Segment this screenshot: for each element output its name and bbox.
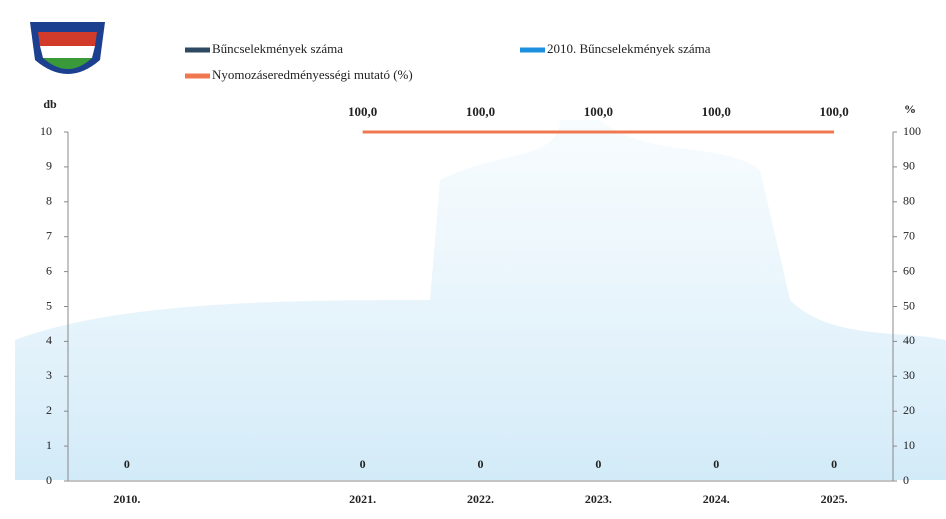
data-label: 0 — [713, 457, 719, 471]
x-tick-label: 2025. — [821, 492, 848, 506]
y2-tick-label: 100 — [903, 124, 921, 138]
x-tick-label: 2023. — [585, 492, 612, 506]
page: {"chart_data": {"type": "bar", "categori… — [0, 0, 946, 519]
y2-tick-label: 50 — [903, 298, 915, 312]
legend-label: Bűncselekmények száma — [212, 41, 343, 56]
data-label: 0 — [595, 457, 601, 471]
y-tick-label: 5 — [46, 298, 52, 312]
y-tick-label: 2 — [46, 403, 52, 417]
y2-axis-label: % — [904, 102, 916, 116]
data-label: 0 — [124, 457, 130, 471]
y-tick-label: 8 — [46, 194, 52, 208]
y-tick-label: 0 — [46, 473, 52, 487]
y-tick-label: 6 — [46, 263, 52, 277]
chart: db % 01234567891001020304050607080901002… — [0, 0, 946, 519]
data-label: 100,0 — [702, 104, 731, 119]
data-label: 0 — [478, 457, 484, 471]
legend-label: 2010. Bűncselekmények száma — [547, 41, 711, 56]
logo — [30, 22, 105, 74]
y-tick-label: 10 — [40, 124, 52, 138]
y2-tick-label: 30 — [903, 368, 915, 382]
x-tick-label: 2010. — [113, 492, 140, 506]
data-label: 100,0 — [348, 104, 377, 119]
y-axis-label: db — [43, 97, 57, 111]
y-tick-label: 9 — [46, 159, 52, 173]
y2-tick-label: 0 — [903, 473, 909, 487]
x-tick-label: 2021. — [349, 492, 376, 506]
y-tick-label: 1 — [46, 438, 52, 452]
data-label: 0 — [831, 457, 837, 471]
y-tick-label: 4 — [46, 333, 52, 347]
y-tick-label: 3 — [46, 368, 52, 382]
y2-tick-label: 90 — [903, 159, 915, 173]
y2-tick-label: 10 — [903, 438, 915, 452]
y2-tick-label: 40 — [903, 333, 915, 347]
legend-label: Nyomozáseredményességi mutató (%) — [212, 67, 413, 82]
data-label: 100,0 — [819, 104, 848, 119]
data-label: 100,0 — [584, 104, 613, 119]
data-label: 0 — [360, 457, 366, 471]
watermark — [15, 120, 946, 480]
y2-tick-label: 60 — [903, 263, 915, 277]
x-tick-label: 2024. — [703, 492, 730, 506]
y-tick-label: 7 — [46, 228, 52, 242]
y2-tick-label: 20 — [903, 403, 915, 417]
y2-tick-label: 70 — [903, 228, 915, 242]
x-tick-label: 2022. — [467, 492, 494, 506]
data-label: 100,0 — [466, 104, 495, 119]
y2-tick-label: 80 — [903, 194, 915, 208]
